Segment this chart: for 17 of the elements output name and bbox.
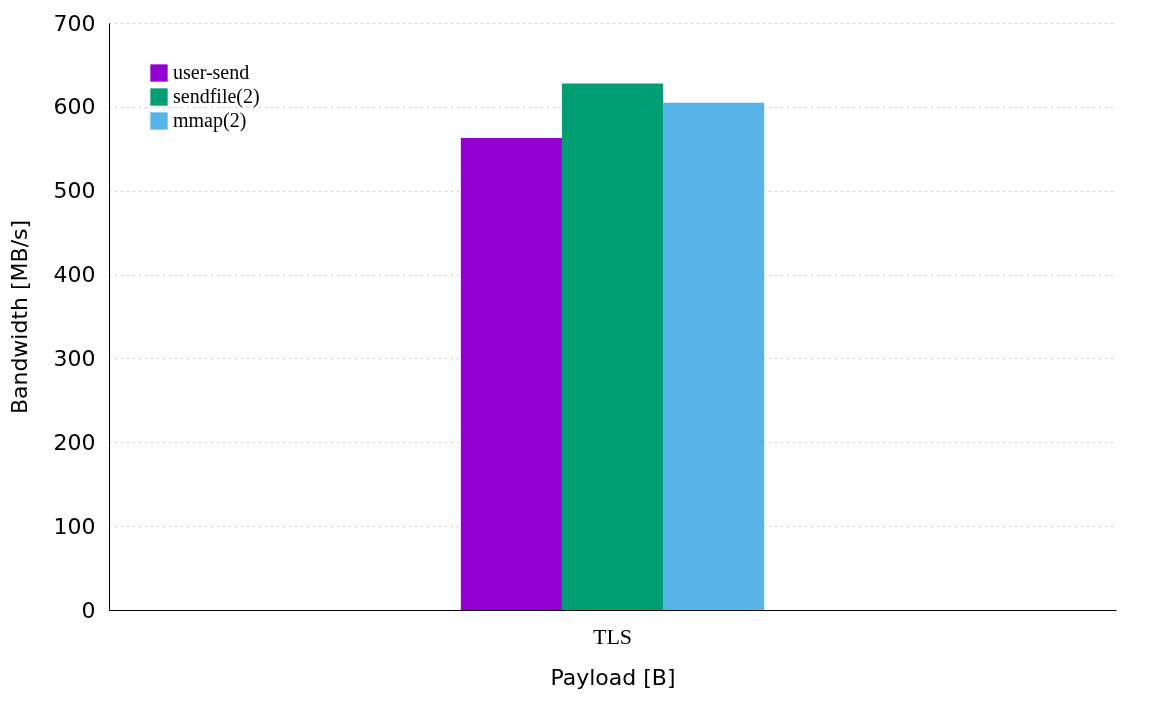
y-tick-label: 200	[53, 429, 96, 455]
y-tick-label: 400	[53, 262, 96, 288]
legend-label: mmap(2)	[173, 109, 247, 132]
y-tick-label: 0	[81, 597, 96, 623]
bar	[460, 137, 562, 610]
bar	[663, 102, 765, 610]
y-tick-label: 300	[53, 345, 96, 371]
legend-label: user-send	[173, 61, 250, 83]
y-tick-label: 500	[53, 178, 96, 204]
x-tick-label: TLS	[592, 623, 633, 649]
y-axis-title: Bandwidth [MB/s]	[6, 219, 32, 415]
y-tick-label: 600	[53, 94, 96, 120]
y-tick-label: 100	[53, 513, 96, 539]
legend-label: sendfile(2)	[173, 85, 260, 108]
x-axis-title: Payload [B]	[550, 664, 676, 690]
y-tick-label: 700	[53, 10, 96, 36]
bar	[561, 83, 664, 610]
